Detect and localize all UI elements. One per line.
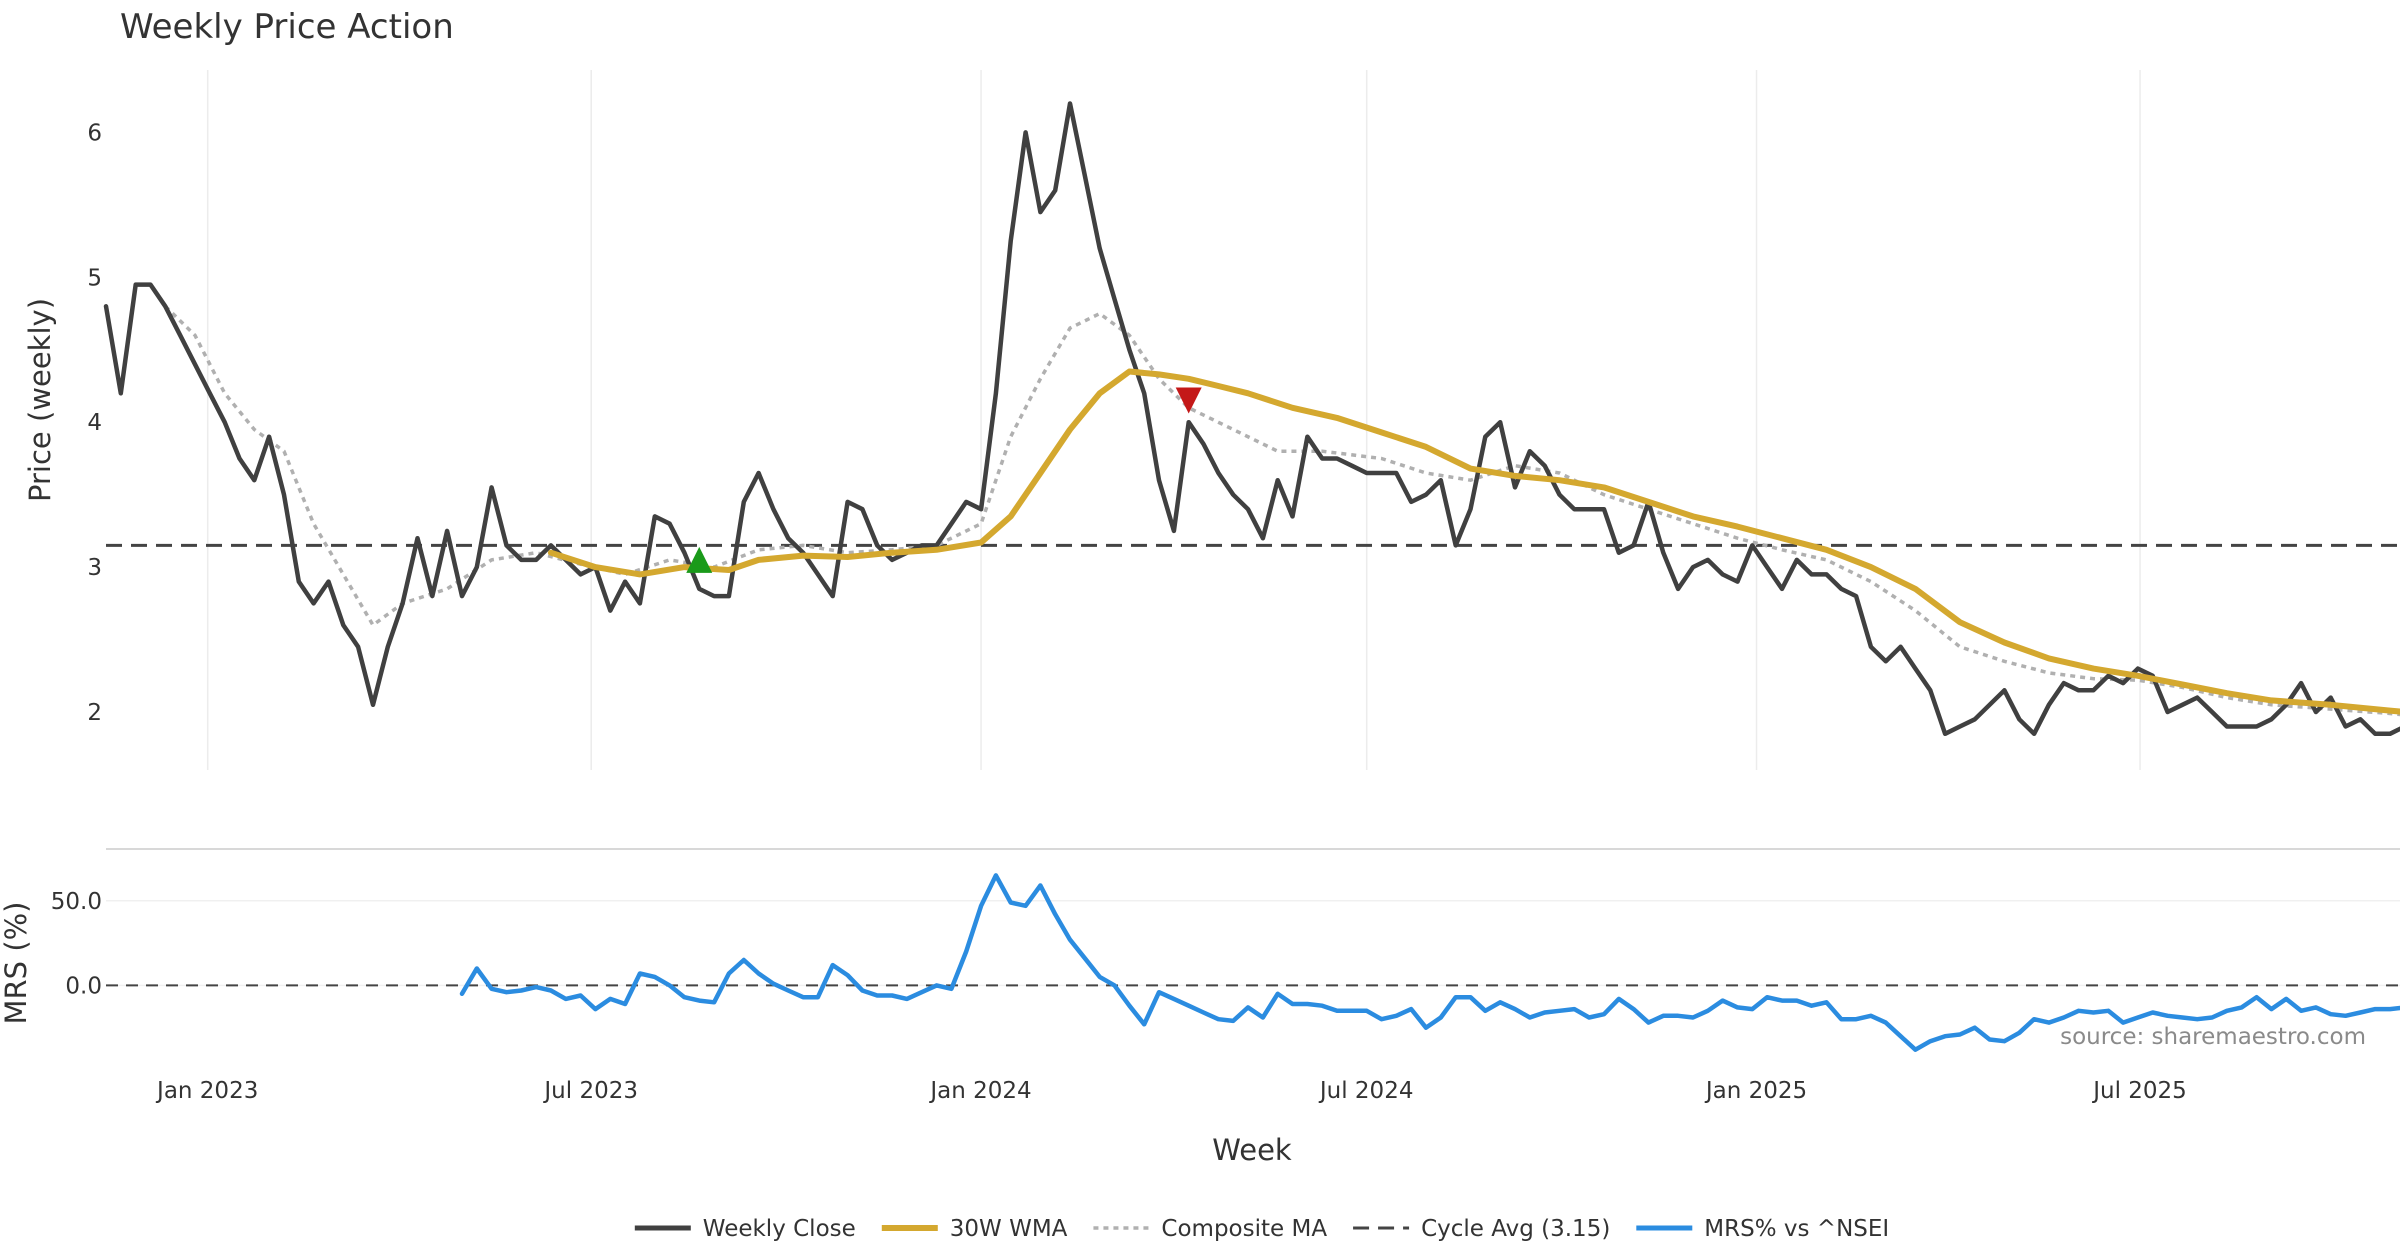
chart-title: Weekly Price Action <box>120 7 454 47</box>
legend: Weekly Close 30W WMA Composite MA Cycle Avg… <box>634 1216 1889 1242</box>
price-series <box>103 101 2400 737</box>
series-line-mrs-vs-nsei <box>459 873 2400 1052</box>
sell-signal-marker <box>1175 387 1202 414</box>
x-axis-label: Week <box>1212 1133 1292 1167</box>
x-tick-label: Jan 2023 <box>155 1078 258 1104</box>
price-y-axis-label: Price (weekly) <box>23 298 57 502</box>
legend-label-mrs-vs-nsei: MRS% vs ^NSEI <box>1704 1216 1889 1242</box>
mrs-y-axis-label: MRS (%) <box>0 902 33 1025</box>
x-tick-label: Jan 2024 <box>928 1078 1031 1104</box>
buy-signal-marker <box>686 546 713 573</box>
legend-label-cycle-avg-3-15: Cycle Avg (3.15) <box>1421 1216 1610 1242</box>
mrs-y-ticks: 50.0 0.0 <box>51 889 102 1000</box>
source-note: source: sharemaestro.com <box>2060 1024 2366 1050</box>
mrs-y-tick-label: 50.0 <box>51 889 102 915</box>
signal-markers <box>686 387 1202 573</box>
price-y-tick-label: 2 <box>87 700 102 726</box>
legend-label-30w-wma: 30W WMA <box>950 1216 1068 1242</box>
mrs-y-tick-label: 0.0 <box>65 973 102 999</box>
price-y-tick-label: 5 <box>87 265 102 291</box>
mrs-series <box>459 873 2400 1052</box>
x-tick-label: Jul 2024 <box>1318 1078 1414 1104</box>
price-y-tick-label: 4 <box>87 410 102 436</box>
x-tick-label: Jul 2025 <box>2091 1078 2187 1104</box>
price-y-tick-label: 3 <box>87 555 102 581</box>
series-line-weekly-close <box>103 101 2400 737</box>
price-y-tick-label: 6 <box>87 120 102 146</box>
legend-label-weekly-close: Weekly Close <box>703 1216 856 1242</box>
price-y-ticks: 2 3 4 5 6 <box>87 120 102 726</box>
x-ticks: Jan 2023 Jul 2023 Jan 2024 Jul 2024 Jan 2025… <box>155 1078 2187 1104</box>
x-tick-label: Jan 2025 <box>1704 1078 1807 1104</box>
series-line-30w-wma <box>547 368 2400 715</box>
x-tick-label: Jul 2023 <box>542 1078 638 1104</box>
legend-label-composite-ma: Composite MA <box>1161 1216 1327 1242</box>
series-line-composite-ma <box>164 305 2400 717</box>
price-panel-grid <box>206 70 2141 770</box>
